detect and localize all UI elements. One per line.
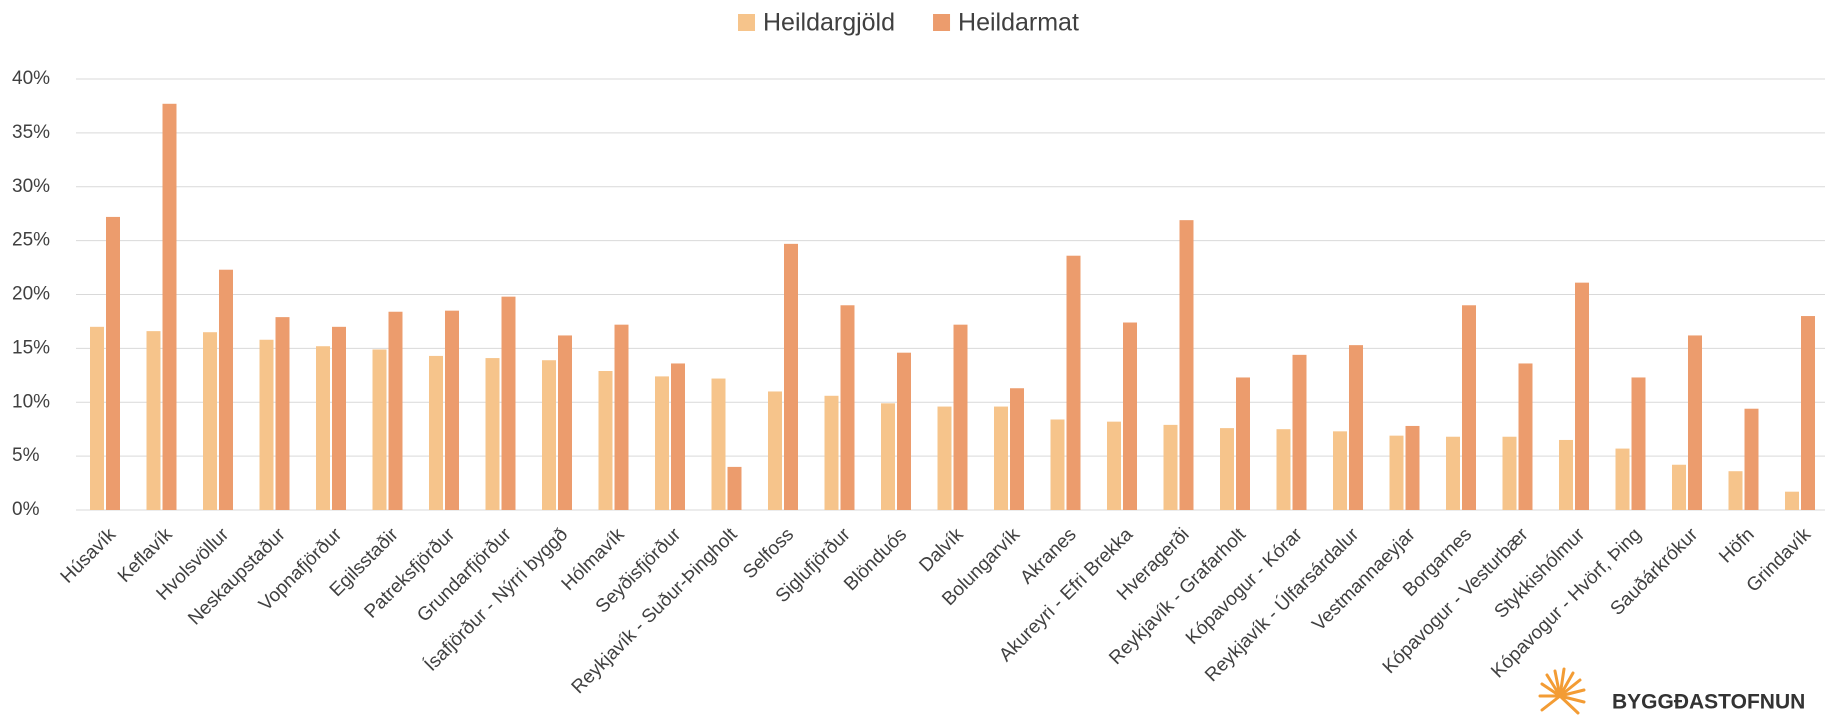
bar (1575, 282, 1589, 510)
y-tick-label: 5% (12, 445, 40, 466)
bar (106, 216, 120, 511)
x-tick-label: Höfn (1715, 524, 1758, 567)
bar (1292, 354, 1307, 510)
bar (671, 363, 685, 510)
x-tick-label: Blönduós (840, 524, 911, 595)
bar (1123, 322, 1137, 510)
bar (275, 317, 290, 510)
logo-icon (1538, 667, 1586, 715)
x-tick-label: Húsavík (57, 524, 121, 588)
bar (953, 324, 968, 510)
bar (501, 296, 516, 510)
bar (655, 376, 669, 510)
bar (259, 339, 274, 510)
bar (1615, 448, 1630, 510)
bar (162, 103, 177, 510)
legend-label: Heildargjöld (763, 9, 895, 37)
bar (614, 324, 629, 510)
y-tick-label: 15% (12, 337, 50, 358)
bar (146, 331, 161, 510)
bar (332, 326, 346, 510)
bar (1050, 419, 1065, 510)
bar (1518, 363, 1533, 510)
bar (937, 406, 952, 510)
y-tick-label: 35% (12, 122, 50, 143)
bar (881, 403, 895, 510)
bar (1236, 377, 1250, 510)
bar (1502, 436, 1517, 510)
bar (840, 305, 855, 510)
y-tick-label: 30% (12, 176, 50, 197)
bar (1559, 439, 1573, 510)
logo-text: BYGGÐASTOFNUN (1612, 691, 1805, 714)
y-tick-label: 10% (12, 391, 50, 412)
bar (558, 335, 572, 510)
bar (1785, 491, 1799, 510)
bar (388, 311, 403, 510)
bar (1405, 425, 1420, 510)
bar (784, 243, 798, 511)
x-tick-label: Vestmannaeyjar (1308, 524, 1420, 636)
bar (1801, 316, 1815, 510)
bar (429, 355, 443, 510)
bar (1066, 255, 1081, 510)
bar (1389, 435, 1404, 510)
bar (203, 332, 217, 510)
bar (1179, 220, 1194, 510)
legend-label: Heildarmat (958, 9, 1079, 37)
bar (897, 352, 911, 510)
bar (727, 466, 742, 510)
bar (1276, 429, 1291, 510)
bar (445, 310, 459, 510)
bar (994, 406, 1008, 510)
bar (1163, 424, 1178, 510)
bar (219, 269, 233, 510)
x-tick-label: Neskaupstaður (184, 524, 290, 630)
legend-swatch (738, 14, 755, 31)
x-tick-label: Dalvík (915, 524, 968, 577)
legend-swatch (933, 14, 951, 31)
bar (1107, 421, 1121, 510)
bar (372, 349, 387, 510)
y-tick-label: 25% (12, 230, 50, 251)
y-tick-label: 0% (12, 499, 40, 520)
bar (1462, 305, 1476, 510)
bar (768, 391, 782, 510)
bar (90, 326, 104, 510)
bar (1220, 428, 1234, 510)
y-tick-label: 40% (12, 68, 50, 89)
bar (542, 360, 556, 510)
bar (824, 395, 839, 510)
bar (1631, 377, 1646, 510)
bar (1333, 431, 1347, 510)
bar (711, 378, 726, 510)
bar (316, 346, 330, 510)
bar (1010, 388, 1024, 510)
bar (598, 371, 613, 510)
bar (1688, 335, 1702, 510)
bar (485, 358, 500, 510)
bar (1728, 471, 1743, 510)
bar (1349, 345, 1363, 510)
bar (1744, 408, 1759, 510)
y-tick-label: 20% (12, 284, 50, 305)
bar (1446, 436, 1460, 510)
bar (1672, 464, 1686, 510)
